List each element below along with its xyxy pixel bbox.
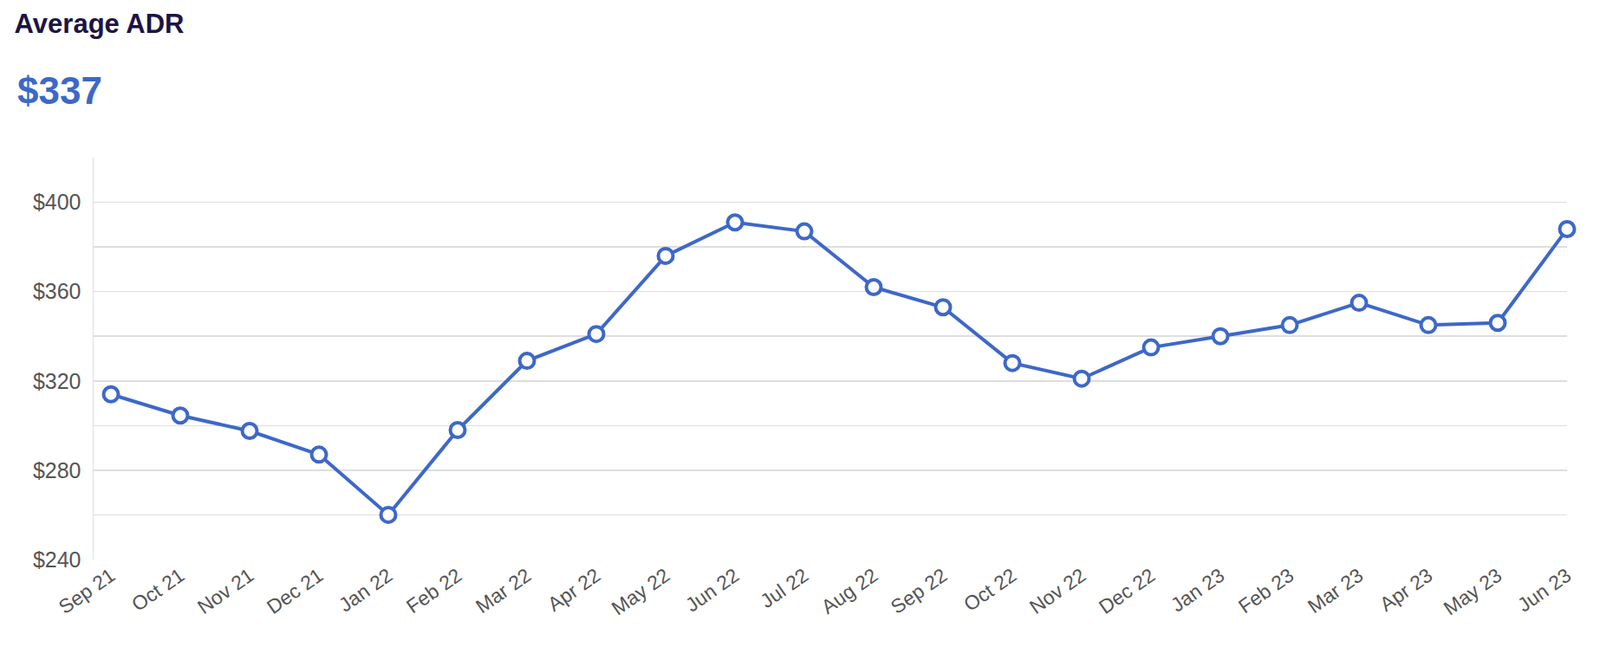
svg-text:Feb 23: Feb 23 — [1234, 564, 1299, 618]
svg-text:$280: $280 — [32, 458, 82, 483]
svg-text:Dec 22: Dec 22 — [1094, 564, 1160, 619]
svg-text:Mar 22: Mar 22 — [471, 564, 536, 618]
svg-text:Jul 22: Jul 22 — [755, 564, 813, 614]
svg-text:Sep 21: Sep 21 — [54, 564, 120, 619]
svg-text:Apr 22: Apr 22 — [543, 564, 605, 617]
svg-text:Aug 22: Aug 22 — [817, 564, 883, 619]
svg-text:Jun 22: Jun 22 — [681, 564, 743, 618]
svg-text:Average ADR: Average ADR — [14, 8, 185, 40]
svg-text:$320: $320 — [32, 369, 82, 394]
svg-text:Oct 22: Oct 22 — [959, 564, 1021, 617]
svg-text:Nov 22: Nov 22 — [1025, 564, 1091, 619]
svg-text:Oct 21: Oct 21 — [127, 564, 189, 617]
svg-text:Feb 22: Feb 22 — [402, 564, 467, 618]
svg-text:May 22: May 22 — [607, 564, 675, 621]
svg-text:$400: $400 — [32, 189, 82, 215]
svg-text:Nov 21: Nov 21 — [193, 564, 259, 619]
svg-text:May 23: May 23 — [1439, 564, 1507, 621]
svg-text:Dec 21: Dec 21 — [262, 564, 328, 619]
svg-text:$337: $337 — [17, 69, 103, 112]
svg-text:Jan 22: Jan 22 — [334, 564, 397, 618]
svg-text:Jan 23: Jan 23 — [1166, 564, 1229, 618]
svg-text:Apr 23: Apr 23 — [1375, 564, 1437, 617]
svg-text:Sep 22: Sep 22 — [886, 564, 952, 619]
svg-text:$240: $240 — [32, 547, 82, 573]
svg-text:$360: $360 — [32, 279, 82, 304]
svg-text:Mar 23: Mar 23 — [1303, 564, 1368, 618]
svg-text:Jun 23: Jun 23 — [1513, 564, 1575, 618]
